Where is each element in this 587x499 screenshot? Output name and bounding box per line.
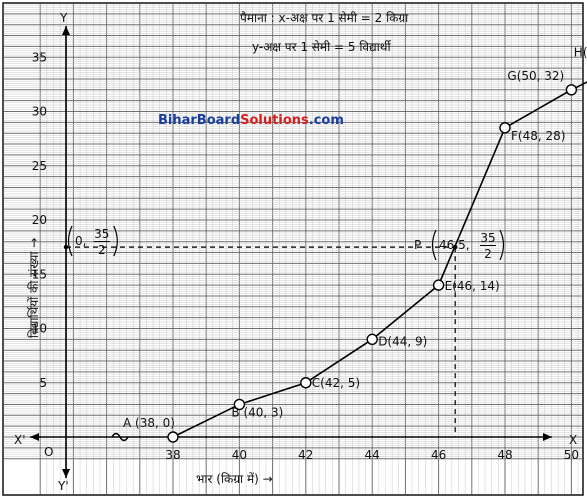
axis-letter-y: Y bbox=[59, 11, 68, 25]
y-tick-label: 20 bbox=[32, 213, 47, 227]
point-b bbox=[233, 398, 246, 411]
x-tick-label: 42 bbox=[298, 448, 313, 462]
y-tick-label: 15 bbox=[32, 267, 47, 281]
y-axis-point-label: 0, 35 2 bbox=[67, 225, 118, 257]
label-fraction-numerator: 35 bbox=[480, 231, 495, 245]
point-label-g: G(50, 32) bbox=[507, 69, 564, 83]
label-x-value: 0, bbox=[75, 234, 86, 248]
ogive-curve bbox=[63, 81, 587, 443]
x-axis-arrow-right bbox=[543, 433, 552, 441]
scale-note-y: y-अक्ष पर 1 सेमी = 5 विद्यार्थी bbox=[252, 40, 391, 54]
x-axis-title: भार (किग्रा में) → bbox=[196, 472, 273, 486]
x-axis-arrow-left bbox=[30, 433, 39, 441]
label-bracket-open bbox=[431, 229, 437, 261]
point-g bbox=[565, 84, 578, 96]
x-tick-label: 38 bbox=[165, 448, 180, 462]
label-fraction-denominator: 2 bbox=[98, 243, 106, 257]
label-fraction-denominator: 2 bbox=[484, 247, 492, 261]
point-label-d: D(44, 9) bbox=[378, 334, 427, 348]
axes bbox=[30, 26, 552, 478]
point-label-b: B (40, 3) bbox=[231, 405, 283, 419]
point-y-axis bbox=[63, 244, 69, 250]
y-axis-title: विद्यार्थियों की संख्या → bbox=[27, 238, 41, 338]
y-axis-arrow-down bbox=[62, 469, 70, 478]
tick-labels: 38404244464850525101520253035 bbox=[32, 50, 579, 462]
point-f bbox=[499, 122, 511, 134]
point-e bbox=[432, 279, 445, 291]
y-tick-label: 10 bbox=[32, 322, 47, 336]
point-p bbox=[453, 244, 458, 250]
point-c bbox=[300, 377, 312, 389]
axis-letter-x: X bbox=[569, 433, 577, 447]
label-bracket-close bbox=[499, 229, 505, 261]
watermark: BiharBoardSolutions.com bbox=[158, 113, 344, 128]
y-tick-label: 5 bbox=[39, 376, 47, 390]
point-label-e: E(46, 14) bbox=[445, 279, 500, 293]
y-axis-arrow-up bbox=[62, 26, 70, 35]
watermark-part-3: .com bbox=[309, 113, 344, 128]
median-point-label: P 46.5, 35 2 bbox=[414, 229, 505, 261]
x-tick-label: 40 bbox=[232, 448, 247, 462]
y-tick-label: 30 bbox=[32, 105, 47, 119]
x-tick-label: 44 bbox=[365, 448, 380, 462]
axis-break-squiggle bbox=[111, 432, 129, 442]
label-bracket-open bbox=[67, 225, 73, 257]
origin-label: O bbox=[44, 445, 53, 459]
y-tick-label: 35 bbox=[32, 50, 47, 64]
point-d bbox=[366, 333, 378, 346]
point-label-h: H(52, 35) bbox=[574, 45, 587, 59]
label-bracket-close bbox=[113, 225, 118, 257]
ogive-line bbox=[172, 81, 587, 438]
point-label-f: F(48, 28) bbox=[511, 129, 565, 143]
x-tick-label: 48 bbox=[497, 448, 512, 462]
point-a bbox=[167, 431, 179, 443]
point-label-a: A (38, 0) bbox=[123, 416, 175, 430]
axis-letter-y-neg: Y' bbox=[57, 479, 69, 493]
median-guide-lines bbox=[66, 246, 456, 437]
label-fraction-numerator: 35 bbox=[94, 227, 109, 241]
watermark-part-1: BiharBoard bbox=[158, 113, 240, 128]
axis-letter-x-neg: X' bbox=[14, 433, 26, 447]
x-tick-label: 46 bbox=[431, 448, 446, 462]
scale-note-x: पैमाना : x-अक्ष पर 1 सेमी = 2 किग्रा bbox=[240, 11, 409, 25]
point-labels: A (38, 0) B (40, 3) C(42, 5) D(44, 9) E(46, … bbox=[67, 45, 587, 430]
y-tick-label: 25 bbox=[32, 159, 47, 173]
label-prefix: P bbox=[414, 238, 421, 252]
point-label-c: C(42, 5) bbox=[312, 376, 360, 390]
watermark-part-2: Solutions bbox=[240, 113, 309, 128]
x-tick-label: 50 bbox=[564, 448, 579, 462]
graph-paper-grid bbox=[4, 4, 582, 494]
label-x-value: 46.5, bbox=[439, 238, 470, 252]
